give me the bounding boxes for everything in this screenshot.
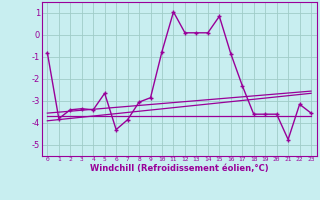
X-axis label: Windchill (Refroidissement éolien,°C): Windchill (Refroidissement éolien,°C) <box>90 164 268 173</box>
